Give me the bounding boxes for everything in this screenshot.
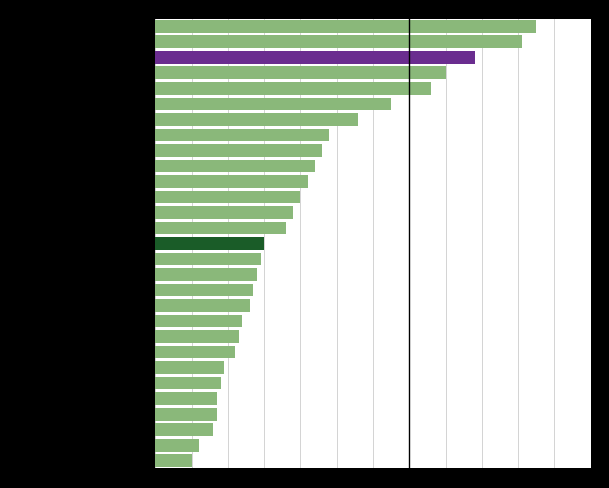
Bar (155, 454, 192, 467)
Bar (155, 300, 250, 312)
Bar (155, 129, 329, 142)
Bar (155, 191, 300, 204)
Bar (155, 346, 235, 359)
Bar (155, 114, 359, 126)
Bar (155, 439, 199, 451)
Bar (155, 145, 322, 158)
Bar (155, 207, 293, 220)
Bar (155, 21, 537, 34)
Bar (155, 67, 446, 80)
Bar (155, 253, 261, 266)
Bar (155, 176, 308, 188)
Bar (155, 392, 217, 405)
Bar (155, 284, 253, 297)
Bar (155, 377, 220, 390)
Bar (155, 83, 431, 96)
Bar (155, 362, 224, 374)
Bar (155, 315, 242, 328)
Bar (155, 238, 264, 250)
Bar (155, 408, 217, 421)
Bar (155, 330, 239, 343)
Bar (155, 268, 257, 281)
Bar (155, 37, 522, 49)
Bar (155, 160, 315, 173)
Bar (155, 52, 474, 64)
Bar (155, 98, 391, 111)
Bar (155, 424, 213, 436)
Bar (155, 222, 286, 235)
